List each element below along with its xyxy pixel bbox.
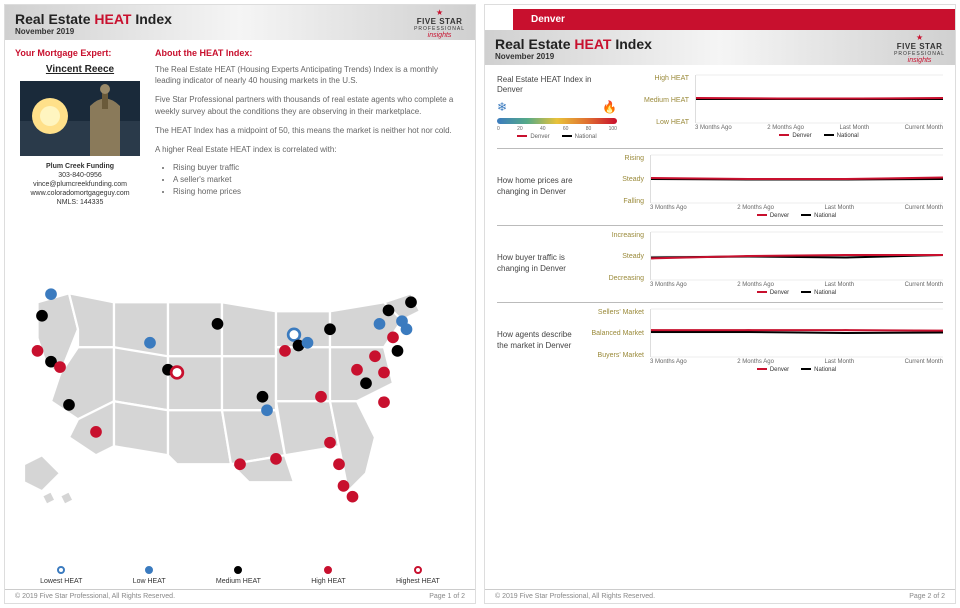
- chart-area: High HEATMedium HEATLow HEAT3 Months Ago…: [635, 75, 943, 140]
- flame-icon: 🔥: [602, 100, 617, 114]
- expert-phone: 303-840-0956: [15, 171, 145, 180]
- copyright: © 2019 Five Star Professional, All Right…: [495, 593, 655, 600]
- expert-name: Vincent Reece: [15, 64, 145, 75]
- expert-photo: [20, 81, 140, 156]
- page-number: Page 1 of 2: [429, 593, 465, 600]
- chart-area: RisingSteadyFalling3 Months Ago2 Months …: [590, 155, 943, 219]
- chart-area: IncreasingSteadyDecreasing3 Months Ago2 …: [590, 232, 943, 296]
- about-p1: The Real Estate HEAT (Housing Experts An…: [155, 64, 465, 86]
- title-heat: HEAT: [574, 36, 611, 52]
- title-prefix: Real Estate: [495, 36, 574, 52]
- copyright: © 2019 Five Star Professional, All Right…: [15, 593, 175, 600]
- page-2: Denver Real Estate HEAT Index November 2…: [484, 4, 956, 604]
- chart-title: Real Estate HEAT Index in Denver: [497, 75, 617, 100]
- expert-heading: Your Mortgage Expert:: [15, 48, 145, 58]
- chart-title: How agents describe the market in Denver: [497, 309, 582, 373]
- page-1: Real Estate HEAT Index November 2019 ★ F…: [4, 4, 476, 604]
- legend-item: Medium HEAT: [216, 566, 261, 585]
- report-date: November 2019: [15, 27, 465, 36]
- brand-product: insights: [414, 32, 465, 40]
- chart-block: Real Estate HEAT Index in Denver ❄🔥 0204…: [497, 71, 943, 149]
- about-column: About the HEAT Index: The Real Estate HE…: [155, 48, 465, 207]
- bullet-0: Rising buyer traffic: [173, 163, 465, 172]
- brand-product: insights: [894, 57, 945, 65]
- chart-block: How agents describe the market in Denver…: [497, 309, 943, 379]
- us-map: [5, 207, 475, 560]
- legend-item: Lowest HEAT: [40, 566, 82, 585]
- chart-area: Sellers' MarketBalanced MarketBuyers' Ma…: [590, 309, 943, 373]
- heat-gauge: ❄🔥 020406080100 DenverNational: [497, 100, 617, 140]
- report-title: Real Estate HEAT Index: [495, 36, 945, 52]
- about-p3: The HEAT Index has a midpoint of 50, thi…: [155, 125, 465, 136]
- header: Real Estate HEAT Index November 2019 ★ F…: [485, 30, 955, 65]
- bullet-2: Rising home prices: [173, 187, 465, 196]
- expert-nmls: NMLS: 144335: [15, 198, 145, 207]
- expert-column: Your Mortgage Expert: Vincent Reece Plum…: [15, 48, 145, 207]
- page1-body: Your Mortgage Expert: Vincent Reece Plum…: [5, 40, 475, 207]
- about-p4: A higher Real Estate HEAT index is corre…: [155, 144, 465, 155]
- city-tab: Denver: [513, 9, 955, 30]
- chart-title: How buyer traffic is changing in Denver: [497, 232, 582, 296]
- report-date: November 2019: [495, 52, 945, 61]
- chart-block: How home prices are changing in DenverRi…: [497, 155, 943, 226]
- legend-item: Low HEAT: [133, 566, 166, 585]
- title-suffix: Index: [131, 11, 171, 27]
- chart-title: How home prices are changing in Denver: [497, 155, 582, 219]
- charts-container: Real Estate HEAT Index in Denver ❄🔥 0204…: [485, 65, 955, 589]
- expert-email: vince@plumcreekfunding.com: [15, 180, 145, 189]
- about-bullets: Rising buyer traffic A seller's market R…: [155, 163, 465, 196]
- bullet-1: A seller's market: [173, 175, 465, 184]
- header: Real Estate HEAT Index November 2019 ★ F…: [5, 5, 475, 40]
- legend-item: High HEAT: [311, 566, 346, 585]
- snowflake-icon: ❄: [497, 100, 507, 114]
- map-legend: Lowest HEAT Low HEAT Medium HEAT High HEAT H…: [5, 560, 475, 589]
- expert-contact: Plum Creek Funding 303-840-0956 vince@pl…: [15, 162, 145, 207]
- page-number: Page 2 of 2: [909, 593, 945, 600]
- footer: © 2019 Five Star Professional, All Right…: [485, 589, 955, 603]
- brand-logo: ★ FIVE STAR PROFESSIONAL insights: [894, 34, 945, 65]
- about-p2: Five Star Professional partners with tho…: [155, 94, 465, 116]
- title-heat: HEAT: [94, 11, 131, 27]
- title-prefix: Real Estate: [15, 11, 94, 27]
- expert-company: Plum Creek Funding: [15, 162, 145, 171]
- expert-website: www.coloradomortgageguy.com: [15, 189, 145, 198]
- about-heading: About the HEAT Index:: [155, 48, 465, 58]
- footer: © 2019 Five Star Professional, All Right…: [5, 589, 475, 603]
- report-title: Real Estate HEAT Index: [15, 11, 465, 27]
- chart-block: How buyer traffic is changing in DenverI…: [497, 232, 943, 303]
- title-suffix: Index: [611, 36, 651, 52]
- brand-logo: ★ FIVE STAR PROFESSIONAL insights: [414, 9, 465, 40]
- legend-item: Highest HEAT: [396, 566, 440, 585]
